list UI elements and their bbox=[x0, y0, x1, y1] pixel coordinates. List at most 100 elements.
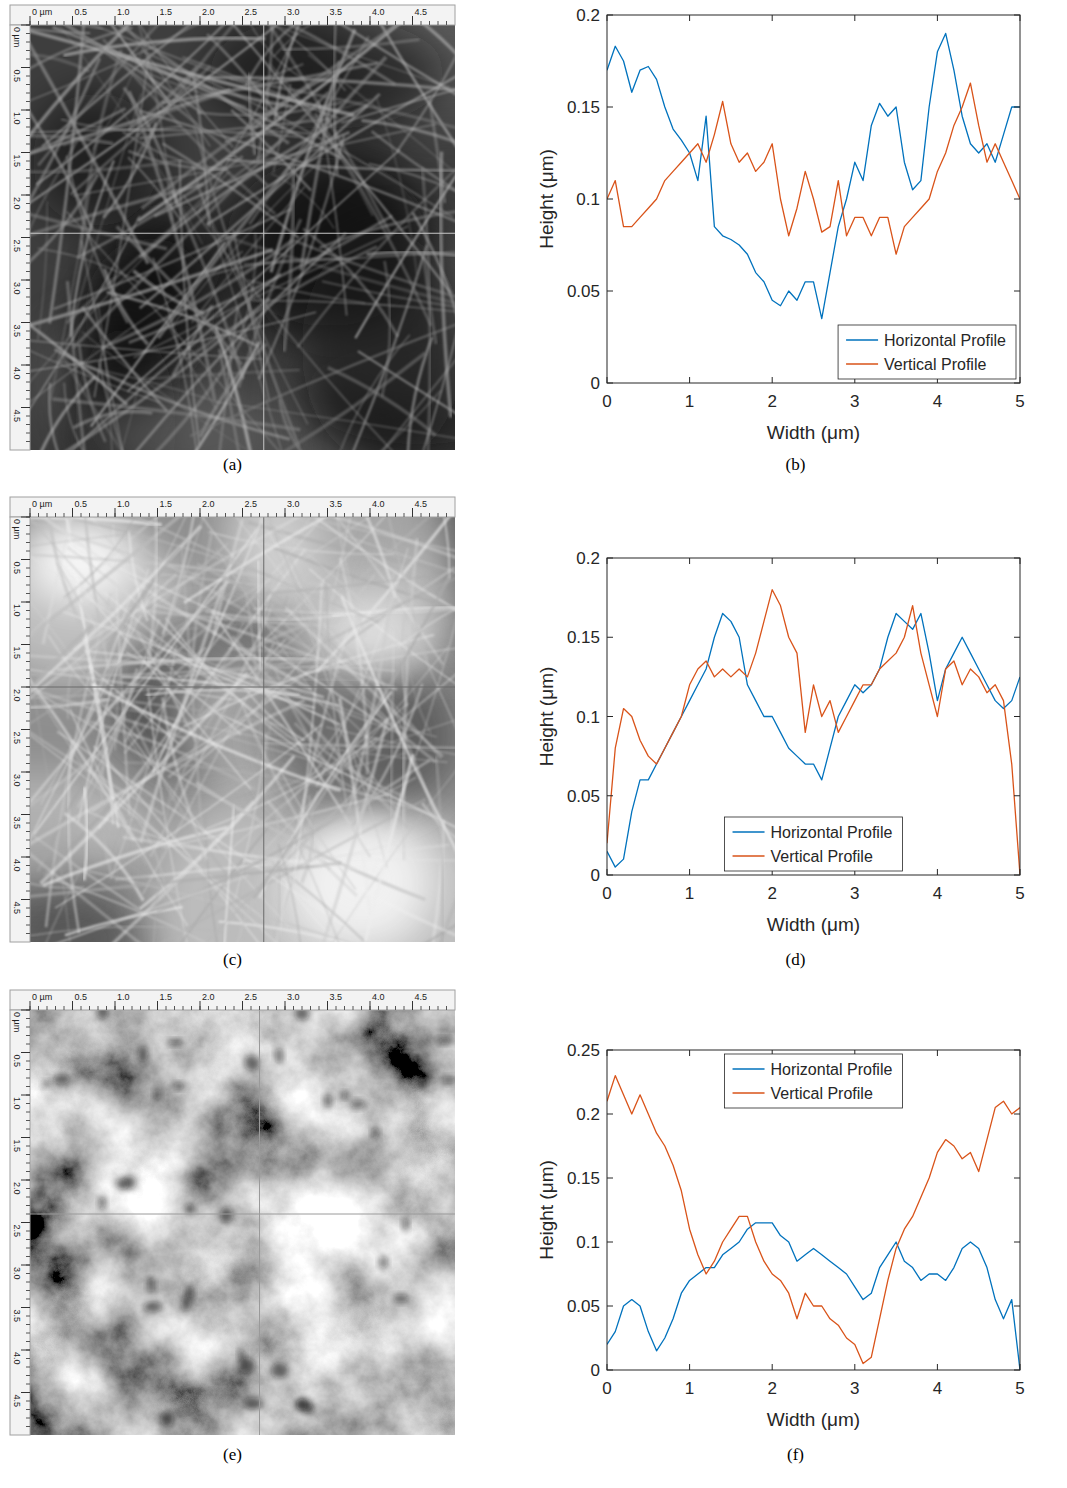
afm-texture bbox=[296, 1398, 307, 1410]
y-tick-label: 0.1 bbox=[576, 1233, 600, 1252]
afm-texture bbox=[186, 25, 395, 84]
afm-texture bbox=[424, 257, 436, 344]
afm-texture bbox=[308, 54, 455, 275]
ruler-minor-tick bbox=[26, 314, 30, 315]
x-tick-label: 1 bbox=[685, 1379, 694, 1398]
x-tick bbox=[937, 869, 938, 875]
ruler-minor-tick bbox=[26, 1120, 30, 1121]
afm-image bbox=[30, 517, 455, 942]
afm-texture bbox=[43, 517, 103, 644]
ruler-tick bbox=[412, 16, 413, 25]
ruler-minor-tick bbox=[293, 513, 294, 517]
ruler-minor-tick bbox=[26, 229, 30, 230]
ruler-minor-tick bbox=[26, 721, 30, 722]
ruler-minor-tick bbox=[26, 135, 30, 136]
ruler-tick bbox=[242, 16, 243, 25]
afm-texture bbox=[74, 517, 392, 650]
x-tick bbox=[937, 15, 938, 21]
ruler-label: 3.0 bbox=[12, 774, 22, 787]
y-tick bbox=[607, 875, 613, 876]
ruler-minor-tick bbox=[404, 21, 405, 25]
legend-label: Vertical Profile bbox=[771, 1085, 873, 1102]
ruler-tick bbox=[21, 1052, 30, 1053]
ruler-label: 4.0 bbox=[12, 859, 22, 872]
ruler-minor-tick bbox=[26, 416, 30, 417]
ruler-minor-tick bbox=[98, 1006, 99, 1010]
afm-texture bbox=[161, 1411, 174, 1427]
y-tick bbox=[607, 558, 613, 559]
ruler-minor-tick bbox=[26, 1171, 30, 1172]
ruler-minor-tick bbox=[319, 21, 320, 25]
afm-texture bbox=[417, 1078, 425, 1088]
y-tick bbox=[1014, 291, 1020, 292]
x-tick bbox=[607, 1364, 608, 1370]
afm-texture bbox=[248, 280, 365, 303]
ruler-label: 1.0 bbox=[117, 7, 130, 17]
ruler-label: 1.0 bbox=[12, 112, 22, 125]
ruler-minor-tick bbox=[26, 1112, 30, 1113]
ruler-minor-tick bbox=[132, 21, 133, 25]
ruler-tick bbox=[412, 1001, 413, 1010]
ruler-minor-tick bbox=[26, 356, 30, 357]
ruler-minor-tick bbox=[310, 1006, 311, 1010]
afm-texture bbox=[252, 300, 455, 323]
ruler-label: 4.0 bbox=[12, 1352, 22, 1365]
ruler-tick bbox=[412, 508, 413, 517]
ruler-minor-tick bbox=[378, 513, 379, 517]
ruler-minor-tick bbox=[26, 1069, 30, 1070]
ruler-label: 1.5 bbox=[160, 499, 173, 509]
afm-texture bbox=[437, 1037, 452, 1044]
ruler-minor-tick bbox=[26, 1239, 30, 1240]
x-tick bbox=[937, 1364, 938, 1370]
ruler-minor-tick bbox=[26, 1401, 30, 1402]
afm-texture bbox=[173, 609, 314, 629]
ruler-minor-tick bbox=[26, 576, 30, 577]
crosshair-horizontal bbox=[30, 687, 455, 688]
afm-texture bbox=[436, 756, 443, 942]
ruler-minor-tick bbox=[302, 1006, 303, 1010]
ruler-minor-tick bbox=[26, 33, 30, 34]
background bbox=[0, 0, 1067, 1488]
afm-texture bbox=[91, 684, 341, 791]
ruler-tick bbox=[21, 1307, 30, 1308]
y-tick bbox=[1014, 716, 1020, 717]
afm-texture bbox=[30, 1010, 455, 1435]
ruler-minor-tick bbox=[234, 1006, 235, 1010]
legend-box bbox=[725, 817, 903, 871]
ruler-minor-tick bbox=[446, 1006, 447, 1010]
ruler-minor-tick bbox=[26, 1078, 30, 1079]
y-tick bbox=[607, 795, 613, 796]
ruler-minor-tick bbox=[378, 1006, 379, 1010]
x-tick-label: 4 bbox=[933, 884, 942, 903]
ruler-tick bbox=[21, 1010, 30, 1011]
y-tick-label: 0.15 bbox=[567, 98, 600, 117]
x-tick bbox=[689, 869, 690, 875]
ruler-tick bbox=[30, 508, 31, 517]
y-tick bbox=[1014, 558, 1020, 559]
afm-texture bbox=[197, 564, 291, 620]
afm-texture bbox=[198, 32, 297, 213]
afm-texture bbox=[126, 653, 241, 735]
afm-texture bbox=[53, 1074, 70, 1084]
ruler-tick bbox=[21, 1137, 30, 1138]
x-axis-title: Width (μm) bbox=[767, 422, 860, 443]
afm-texture bbox=[244, 1055, 259, 1071]
y-tick bbox=[1014, 1242, 1020, 1243]
ruler-minor-tick bbox=[225, 1006, 226, 1010]
y-tick bbox=[1014, 795, 1020, 796]
ruler-minor-tick bbox=[421, 513, 422, 517]
ruler-label: 0.5 bbox=[75, 499, 88, 509]
afm-texture bbox=[275, 1047, 283, 1064]
afm-texture bbox=[82, 307, 167, 411]
afm-texture bbox=[148, 1277, 155, 1294]
ruler-tick bbox=[21, 365, 30, 366]
ruler-minor-tick bbox=[26, 874, 30, 875]
ruler-minor-tick bbox=[26, 1044, 30, 1045]
ruler-minor-tick bbox=[26, 390, 30, 391]
ruler-label: 3.0 bbox=[12, 282, 22, 295]
ruler-tick bbox=[21, 322, 30, 323]
afm-texture bbox=[219, 349, 251, 450]
afm-texture bbox=[68, 740, 79, 932]
ruler-minor-tick bbox=[26, 908, 30, 909]
afm-texture bbox=[30, 25, 268, 186]
